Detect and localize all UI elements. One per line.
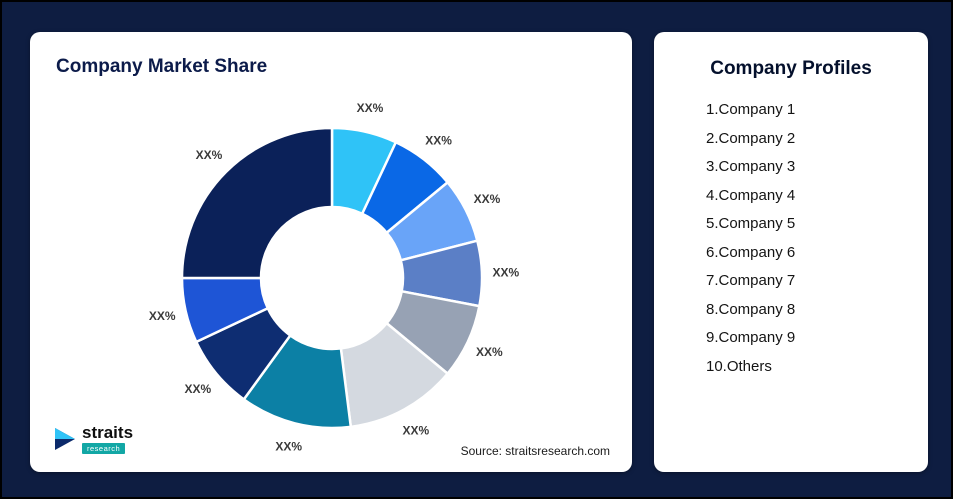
company-list-item: 4.Company 4 bbox=[706, 186, 796, 204]
slice-label: XX% bbox=[474, 192, 501, 206]
profiles-title: Company Profiles bbox=[710, 58, 872, 79]
donut-chart: XX% XX% XX% XX% XX% XX% XX% XX% XX% XX% bbox=[149, 101, 520, 454]
source-text: Source: straitsresearch.com bbox=[460, 444, 610, 458]
pie-slice bbox=[180, 126, 334, 280]
company-list-item: 8.Company 8 bbox=[706, 300, 796, 318]
company-list-item: 2.Company 2 bbox=[706, 129, 796, 147]
logo-name: straits bbox=[82, 423, 134, 442]
company-list: 1.Company 1 2.Company 2 3.Company 3 4.Co… bbox=[654, 96, 928, 381]
straits-research-logo: straits research bbox=[52, 424, 133, 454]
company-list-item: 9.Company 9 bbox=[706, 329, 796, 346]
company-list-item: 7.Company 7 bbox=[706, 272, 796, 289]
company-profiles-card: Company Profiles 1.Company 1 2.Company 2… bbox=[654, 32, 928, 472]
slice-label: XX% bbox=[476, 345, 503, 359]
slice-label: XX% bbox=[357, 101, 384, 115]
company-list-item: 1.Company 1 bbox=[706, 101, 796, 118]
logo-text: straits research bbox=[82, 424, 133, 454]
donut-chart-area: XX% XX% XX% XX% XX% XX% XX% XX% XX% XX% bbox=[30, 86, 632, 458]
slice-label: XX% bbox=[275, 440, 302, 454]
slice-label: XX% bbox=[425, 134, 452, 148]
slice-label: XX% bbox=[402, 424, 429, 438]
company-list-item: 3.Company 3 bbox=[706, 158, 796, 175]
market-share-card: Company Market Share XX% XX% XX% XX% XX% XX% X… bbox=[30, 32, 632, 472]
company-list-item: 10.Others bbox=[706, 357, 772, 375]
company-list-item: 5.Company 5 bbox=[706, 215, 796, 232]
company-list-item: 6.Company 6 bbox=[706, 243, 796, 261]
slice-label: XX% bbox=[493, 266, 520, 280]
logo-arrow-icon bbox=[55, 428, 75, 450]
slice-label: XX% bbox=[149, 309, 176, 323]
logo-subtitle: research bbox=[82, 443, 126, 454]
slice-label: XX% bbox=[196, 148, 223, 162]
slice-label: XX% bbox=[185, 382, 212, 396]
chart-title: Company Market Share bbox=[56, 56, 268, 77]
